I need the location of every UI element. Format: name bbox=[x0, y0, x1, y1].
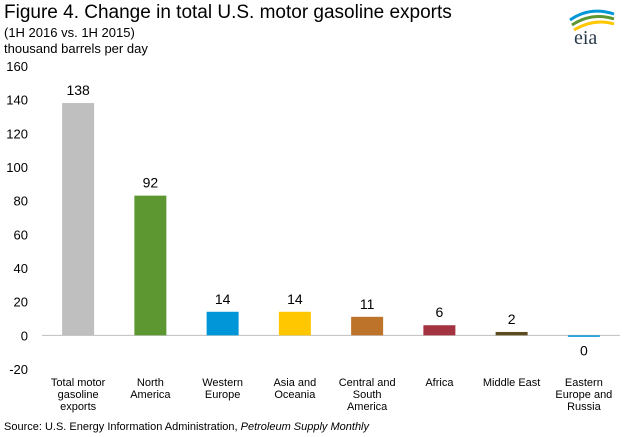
y-tick-label: 100 bbox=[6, 160, 28, 175]
bar bbox=[62, 103, 95, 336]
source-title: Petroleum Supply Monthly bbox=[240, 421, 370, 433]
x-tick-label: Asia and bbox=[273, 377, 316, 389]
x-tick-label: Russia bbox=[567, 401, 602, 413]
x-tick-label: Central and bbox=[339, 377, 396, 389]
y-tick-label: 120 bbox=[6, 126, 28, 141]
bar bbox=[278, 311, 311, 336]
x-tick-label: Eastern bbox=[565, 377, 603, 389]
x-tick-label: Middle East bbox=[483, 377, 540, 389]
x-tick-label: America bbox=[130, 389, 171, 401]
bar bbox=[134, 195, 167, 336]
data-label: 138 bbox=[66, 82, 90, 98]
y-tick-label: 60 bbox=[14, 227, 28, 242]
data-label: 11 bbox=[360, 296, 375, 312]
bar bbox=[567, 335, 600, 337]
x-tick-label: America bbox=[347, 401, 388, 413]
x-tick-label: exports bbox=[60, 401, 97, 413]
y-tick-label: -20 bbox=[9, 362, 28, 377]
y-axis-unit: thousand barrels per day bbox=[4, 41, 148, 56]
bar bbox=[423, 325, 456, 336]
chart-subtitle: (1H 2016 vs. 1H 2015) bbox=[4, 25, 135, 40]
x-tick-label: Europe and bbox=[555, 389, 612, 401]
y-tick-label: 40 bbox=[14, 261, 28, 276]
x-tick-label: gasoline bbox=[58, 389, 99, 401]
data-label: 6 bbox=[435, 304, 443, 320]
data-label: 92 bbox=[143, 175, 159, 191]
y-tick-label: 80 bbox=[14, 194, 28, 209]
eia-logo-icon: eia bbox=[560, 4, 618, 49]
source-note: Source: U.S. Energy Information Administ… bbox=[4, 421, 369, 433]
y-tick-label: 160 bbox=[6, 59, 28, 74]
x-tick-label: Oceania bbox=[274, 389, 316, 401]
bar bbox=[495, 331, 528, 336]
x-tick-label: Africa bbox=[425, 377, 454, 389]
data-label: 0 bbox=[580, 342, 588, 358]
x-tick-label: South bbox=[353, 389, 382, 401]
x-tick-label: Europe bbox=[205, 389, 240, 401]
data-label: 14 bbox=[287, 291, 303, 307]
source-prefix: Source: U.S. Energy Information Administ… bbox=[4, 421, 241, 433]
x-tick-label: North bbox=[137, 377, 164, 389]
data-label: 14 bbox=[215, 291, 231, 307]
x-tick-label: Total motor bbox=[51, 377, 106, 389]
chart-title: Figure 4. Change in total U.S. motor gas… bbox=[4, 2, 452, 23]
y-tick-label: 20 bbox=[14, 295, 28, 310]
logo-text: eia bbox=[574, 27, 597, 46]
x-tick-label: Western bbox=[202, 377, 243, 389]
y-tick-label: 140 bbox=[6, 93, 28, 108]
y-tick-label: 0 bbox=[21, 328, 28, 343]
bar bbox=[351, 316, 384, 336]
bar bbox=[206, 311, 239, 336]
data-label: 2 bbox=[508, 311, 516, 327]
